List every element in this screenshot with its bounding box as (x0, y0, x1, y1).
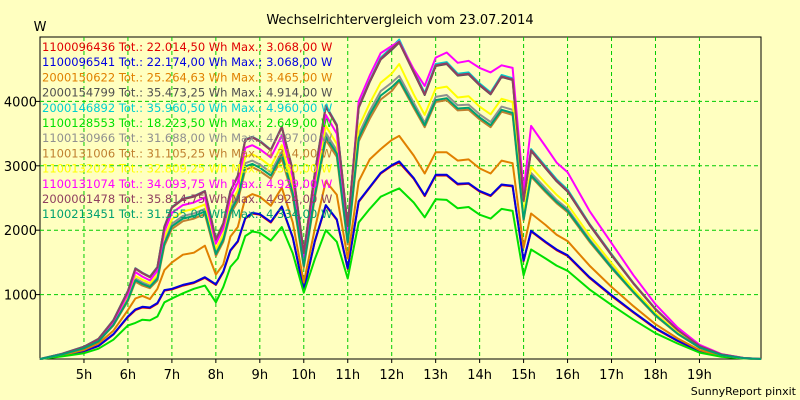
y-tick-label: 2000 (4, 224, 37, 239)
legend-entry-1: 1100096436 Tot.: 22.014,50 Wh Max.: 3.06… (42, 40, 332, 54)
x-tick-label: 5h (76, 368, 93, 383)
x-tick-label: 7h (164, 368, 181, 383)
x-tick-label: 12h (379, 368, 404, 383)
footer-text: SunnyReport pinxit (691, 385, 797, 398)
axes: 5h 6h 7h 8h 9h 10h 11h 12h 13h 14h 15h 16h 17h 18h 19h… (4, 95, 712, 383)
x-tick-label: 9h (252, 368, 269, 383)
legend-entry-3: 2000150622 Tot.: 25.264,63 Wh Max.: 3.46… (42, 70, 332, 84)
legend-entry-9: 1100132025 Tot.: 32.809,25 Wh Max.: 4.58… (42, 162, 332, 176)
x-tick-label: 14h (467, 368, 492, 383)
x-tick-label: 19h (687, 368, 712, 383)
legend-entry-6: 1100128553 Tot.: 18.223,50 Wh Max.: 2.64… (42, 116, 332, 130)
legend-entry-5: 2000146892 Tot.: 35.960,50 Wh Max.: 4.96… (42, 101, 332, 115)
series-line-3 (39, 134, 762, 360)
y-tick-label: 1000 (4, 289, 37, 304)
legend-entry-8: 1100131006 Tot.: 31.105,25 Wh Max.: 4.31… (42, 146, 332, 160)
chart-title: Wechselrichtervergleich vom 23.07.2014 (266, 13, 533, 28)
legend-entry-4: 2000154799 Tot.: 35.473,25 Wh Max.: 4.91… (42, 86, 332, 100)
x-tick-label: 17h (599, 368, 624, 383)
legend-entry-7: 1100130966 Tot.: 31.688,00 Wh Max.: 4.39… (42, 131, 332, 145)
series-line-2 (39, 160, 762, 360)
y-tick-label: 3000 (4, 160, 37, 175)
x-tick-label: 16h (555, 368, 580, 383)
legend-entry-2: 1100096541 Tot.: 22.174,00 Wh Max.: 3.06… (42, 55, 332, 69)
y-axis-label: W (34, 20, 47, 35)
series-line-12 (39, 78, 762, 360)
legend-entry-10: 1100131074 Tot.: 34.093,75 Wh Max.: 4.92… (42, 177, 332, 191)
x-tick-label: 11h (335, 368, 360, 383)
legend-entry-12: 1100213451 Tot.: 31.555,00 Wh Max.: 4.33… (42, 207, 332, 221)
x-tick-label: 8h (208, 368, 225, 383)
series-line-11 (39, 40, 762, 360)
x-tick-label: 6h (120, 368, 137, 383)
plot-area (39, 36, 762, 360)
x-tick-label: 15h (511, 368, 536, 383)
y-tick-label: 4000 (4, 95, 37, 110)
legend-entry-11: 2000001478 Tot.: 35.814,75 Wh Max.: 4.92… (42, 192, 332, 206)
legend: 1100096436 Tot.: 22.014,50 Wh Max.: 3.06… (42, 40, 332, 221)
series-line-6 (39, 187, 762, 360)
x-tick-label: 10h (291, 368, 316, 383)
x-tick-label: 18h (643, 368, 668, 383)
series-lines (39, 38, 762, 360)
x-tick-label: 13h (423, 368, 448, 383)
